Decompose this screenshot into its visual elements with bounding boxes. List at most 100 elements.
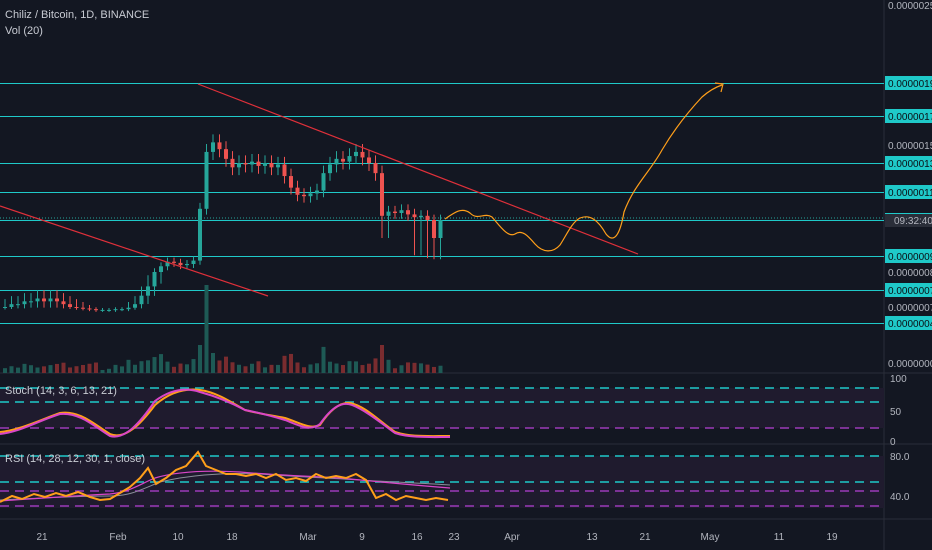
time-label: 16 [411,532,423,543]
stoch-pane[interactable] [0,387,884,439]
volume-bar [165,361,170,373]
price-tag [885,76,932,90]
volume-bar [282,355,287,373]
price-tag-label: 0.00000172 [888,112,932,123]
volume-bar [113,364,118,373]
price-tag [885,109,932,123]
volume-bar [328,361,332,373]
candle [412,214,417,218]
volume-bar [94,362,98,373]
time-label: 9 [359,532,365,543]
volume-bar [393,368,397,373]
chart-title: Chiliz / Bitcoin, 1D, BINANCE [5,9,150,21]
volume-bar [321,346,326,373]
price-label: 0.00000081 [888,268,932,279]
candle [289,176,293,188]
volume-bar [341,365,345,373]
candle [243,163,248,165]
candle [55,298,59,302]
volume-bar [256,361,261,373]
candle [425,215,430,220]
volume-bar [425,364,430,373]
candle [386,211,391,216]
stoch-band [0,388,884,428]
candle [48,298,53,302]
trendline-lower [0,205,269,297]
candle [61,301,66,305]
volume-bar [237,364,241,373]
rsi-legend: RSI (14, 28, 12, 30, 1, close) [5,453,146,465]
price-tag [885,249,932,263]
candle [146,286,150,296]
volume-bar [48,365,53,373]
volume-bar [302,367,306,373]
volume-bar [295,362,300,373]
candle [3,307,7,308]
candle [334,158,339,165]
candle [178,262,183,266]
volume-bar [126,359,131,373]
time-label: 19 [826,532,838,543]
candle [68,304,72,307]
time-axis[interactable]: 21 Feb 10 18 Mar 9 16 23 Apr 13 21 May 11 19 [36,532,838,543]
candle [393,211,397,213]
volume-bar [61,362,66,373]
volume-bar [107,368,111,373]
volume-bar [133,364,137,373]
trendline-upper [197,83,639,255]
candle [250,161,254,165]
time-label: 21 [36,532,48,543]
time-label: 11 [774,532,785,543]
price-tag-label: 0.00000095 [888,252,932,263]
candle [152,272,157,287]
candle [269,163,274,168]
candle [81,307,85,309]
volume-bar [347,361,352,373]
candle [419,215,423,218]
candle [100,309,105,311]
candle [295,187,300,195]
candle [120,309,124,311]
candle [432,220,436,238]
volume-bar [373,358,378,373]
rsi-signal-line [0,470,451,502]
volume-bar [139,361,144,373]
price-tag-label: 0.00000137 [888,159,932,170]
price-tag [885,316,932,330]
volume-bar [16,367,20,373]
volume-bar [211,353,215,373]
time-label: Mar [299,532,317,543]
time-label: May [701,532,720,543]
volume-legend: Vol (20) [5,25,43,37]
price-tag [885,156,932,170]
candle [172,261,176,263]
volume-bar [276,364,280,373]
projection-arrow [714,82,724,93]
candle [191,260,196,264]
rsi-tick: 40.0 [890,492,910,503]
volume-bar [42,366,46,373]
price-axis[interactable]: 0.00000250 0.00000195 0.00000172 0.00000150… [885,1,932,503]
volume-bar [367,363,371,373]
volume-bar [412,362,417,373]
candle [22,301,27,305]
price-tag-label: 0.00000048 [888,319,932,330]
candle [211,142,215,152]
candle [399,210,404,213]
volume-bar [269,364,274,373]
candle [9,304,14,307]
candle [276,164,280,168]
candle [74,307,79,308]
volume-bar [9,366,14,373]
candle [217,142,222,150]
price-tag-label: 0.00000076 [888,286,932,297]
candle [380,173,384,216]
volume-bar [35,367,40,373]
candle [230,158,235,168]
volume-bar [354,361,358,373]
candle [328,164,332,174]
volume-bar [191,359,196,373]
rsi-pane[interactable] [0,450,884,508]
